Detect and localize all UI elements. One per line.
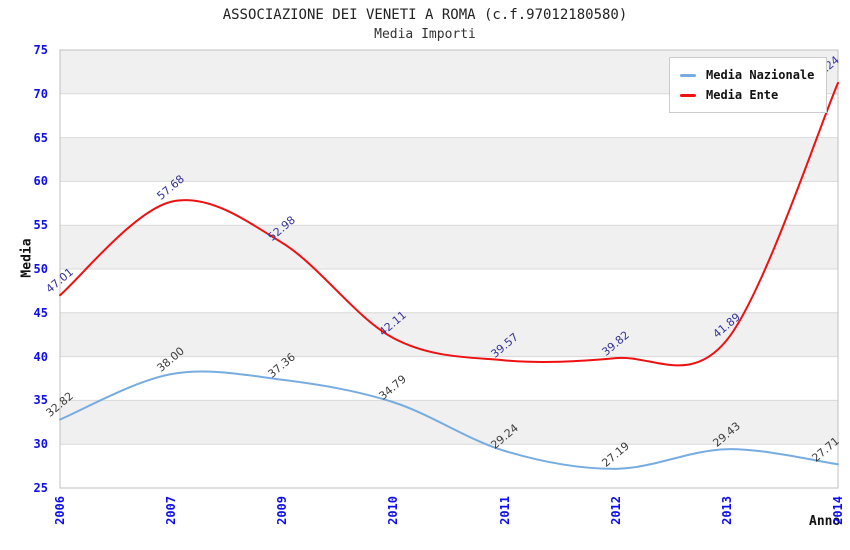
- plot-band: [60, 181, 838, 226]
- chart-subtitle: Media Importi: [374, 27, 476, 42]
- legend-label: Media Ente: [706, 88, 779, 102]
- legend-label: Media Nazionale: [706, 68, 815, 82]
- plot-band: [60, 312, 838, 357]
- plot-band: [60, 356, 838, 401]
- plot-band: [60, 137, 838, 182]
- plot-band: [60, 400, 838, 445]
- legend-swatch-red-line-icon: [680, 93, 696, 97]
- legend-swatch-blue-line-icon: [680, 73, 696, 77]
- plot-band: [60, 225, 838, 269]
- series-line-media-nazionale: [59, 370, 839, 470]
- legend: Media Nazionale Media Ente: [669, 57, 828, 113]
- chart-title: ASSOCIAZIONE DEI VENETI A ROMA (c.f.9701…: [222, 7, 628, 23]
- legend-item-media-ente: Media Ente: [680, 85, 814, 105]
- plot-band: [60, 269, 838, 313]
- plot-border: [59, 49, 839, 489]
- series-line-media-ente: [59, 81, 839, 367]
- legend-item-media-nazionale: Media Nazionale: [680, 65, 814, 85]
- plot-band: [60, 444, 838, 488]
